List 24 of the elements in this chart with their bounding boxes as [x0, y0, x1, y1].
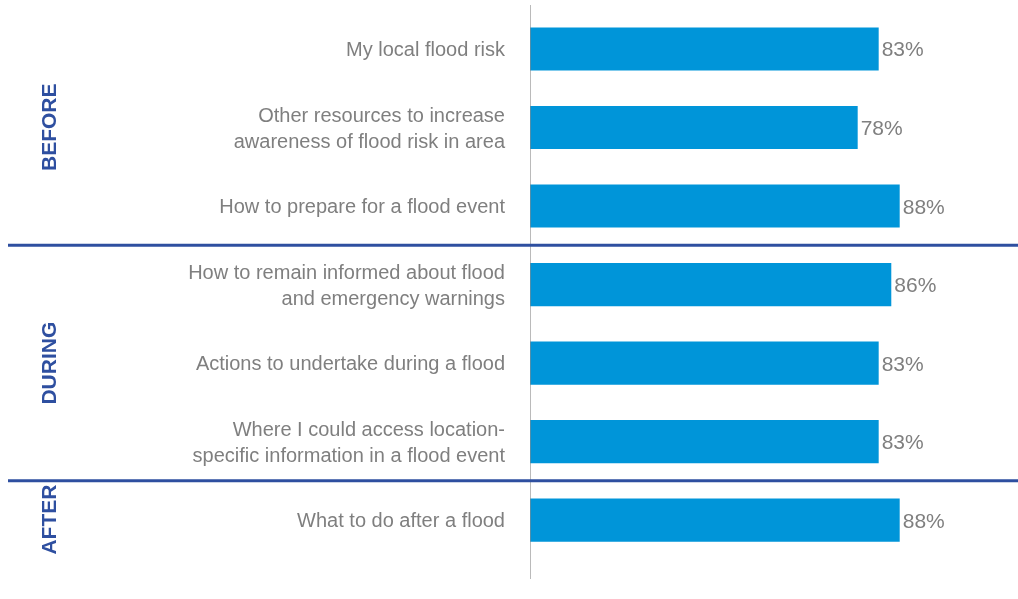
data-label: 88%	[902, 508, 945, 532]
y-tick-label: Other resources to increase awareness of flood risk in area	[233, 103, 506, 152]
text: BEFORE	[37, 83, 60, 171]
bar	[530, 419, 879, 464]
y-tick-label: Where I could access location- specific information in a flood event	[192, 417, 506, 466]
y-tick-label: What to do after a flood	[297, 509, 505, 532]
y-tick-label: How to remain informed about flood and emergency warnings	[188, 260, 505, 309]
bar	[530, 184, 900, 228]
bar	[530, 341, 879, 385]
bar	[530, 262, 892, 307]
data-label: 83%	[881, 430, 924, 454]
data-label: 83%	[881, 37, 924, 61]
text: DURING	[37, 321, 61, 405]
text: AFTER	[37, 484, 61, 555]
y-tick-label: Actions to undertake during a flood	[195, 352, 505, 375]
y-tick-label: My local flood risk	[346, 37, 506, 60]
bar	[530, 27, 879, 71]
data-label: 86%	[894, 273, 937, 297]
bar	[530, 105, 858, 150]
bar	[530, 498, 900, 542]
data-label: 83%	[881, 351, 924, 375]
y-tick-label: How to prepare for a flood event	[219, 195, 506, 218]
data-label: 78%	[860, 115, 903, 139]
data-label: 88%	[902, 194, 945, 218]
